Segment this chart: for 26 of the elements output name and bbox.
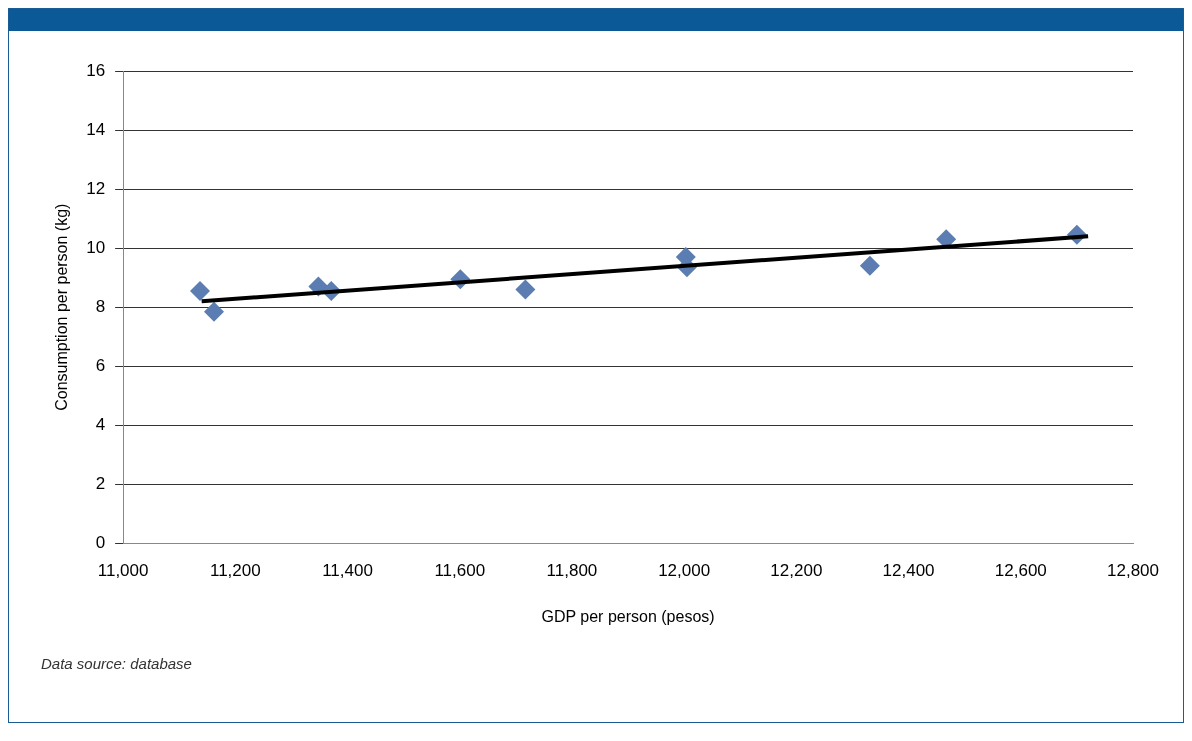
source-note: Data source: database — [40, 654, 193, 674]
y-tick-label: 4 — [95, 414, 106, 434]
point — [189, 280, 210, 301]
y-tick-label: 6 — [95, 355, 106, 375]
y-tick-label: 0 — [95, 533, 106, 553]
x-tick-label: 12,400 — [882, 561, 935, 581]
x-axis-title: GDP per person (pesos) — [541, 607, 715, 625]
point — [204, 301, 224, 322]
x-tick-label: 12,800 — [1107, 561, 1159, 581]
x-tick-label: 12,200 — [770, 561, 823, 581]
y-tick-label: 14 — [86, 119, 106, 139]
y-tick-label: 10 — [86, 237, 106, 257]
x-tick-label: 11,400 — [322, 561, 373, 581]
y-tick-label: 16 — [86, 60, 106, 80]
x-tick-label: 11,000 — [97, 561, 149, 581]
x-tick-label: 12,000 — [658, 561, 711, 581]
y-tick-label: 12 — [86, 178, 106, 198]
point — [515, 279, 536, 300]
x-tick-label: 11,200 — [209, 561, 261, 581]
x-tick-label: 12,600 — [994, 561, 1047, 581]
x-tick-label: 11,800 — [546, 561, 598, 581]
x-tick-label: 11,600 — [434, 561, 486, 581]
y-axis-title: Consumption per person (kg) — [53, 203, 71, 411]
y-tick-label: 2 — [95, 474, 106, 494]
point — [859, 255, 880, 276]
y-tick-label: 8 — [95, 296, 106, 316]
